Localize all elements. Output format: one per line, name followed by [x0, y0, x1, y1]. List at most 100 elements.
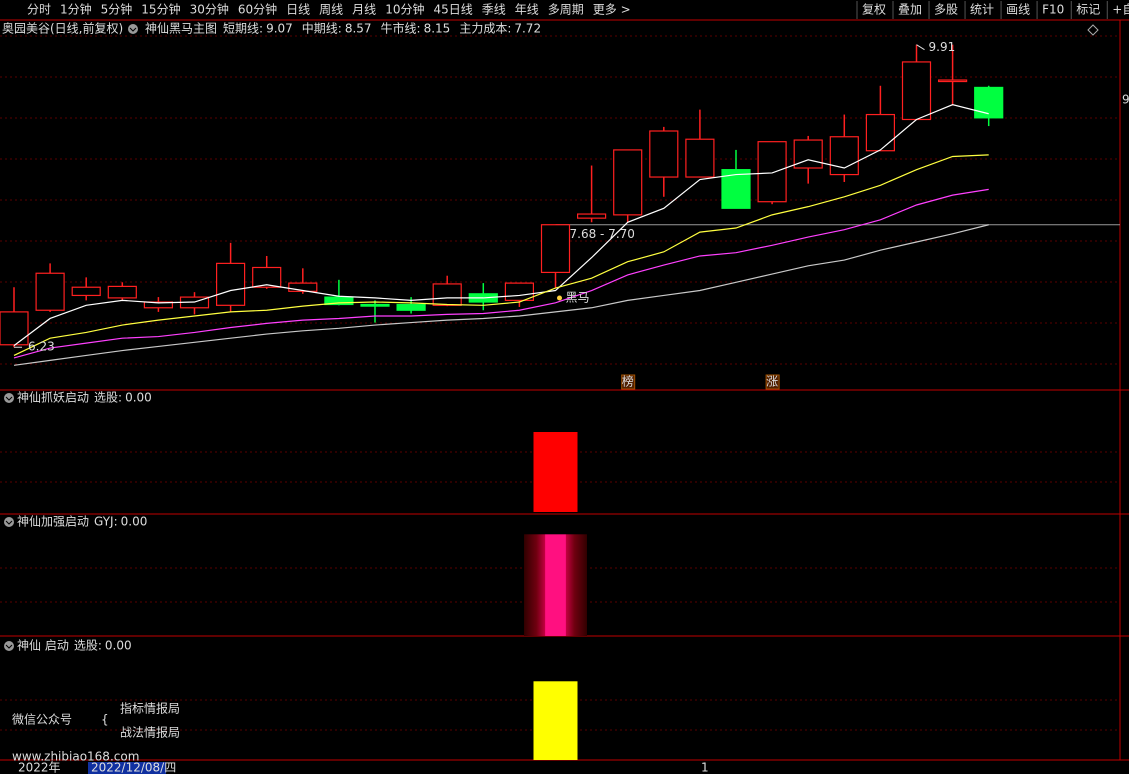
toolbar-tool[interactable]: 复权	[862, 3, 886, 17]
x-axis-year: 2022年	[18, 761, 61, 774]
annotation-label: 榜	[622, 374, 634, 389]
candle-body	[649, 130, 679, 178]
cost-zone-label: 7.68 - 7.70	[570, 227, 635, 241]
annotation-label: 黑马	[566, 291, 590, 305]
series-value: 8.57	[345, 22, 372, 36]
series-line	[13, 188, 989, 359]
panel-title: 神仙加强启动	[17, 515, 89, 529]
candle-body	[143, 301, 173, 309]
candle-body	[540, 224, 571, 274]
watermark-name: 战法情报局	[120, 725, 180, 740]
panel-menu-chevron	[5, 644, 13, 649]
indicator-name: 神仙黑马主图	[145, 22, 217, 36]
series-line	[13, 154, 989, 357]
annotation-label: 涨	[766, 374, 778, 389]
panel-menu-icon[interactable]	[4, 393, 14, 403]
candle-body	[324, 296, 354, 306]
candle-body	[35, 272, 65, 311]
series-value: 9.07	[266, 22, 293, 36]
toolbar-tab[interactable]: 更多 >	[593, 3, 631, 17]
low-label: 6.23	[28, 340, 55, 354]
cursor-date-box	[88, 762, 166, 774]
signal-bar	[533, 681, 578, 760]
candle-body	[252, 266, 282, 288]
toolbar-tab[interactable]: 45日线	[433, 3, 472, 17]
signal-bar	[524, 534, 587, 636]
toolbar-tab[interactable]: 年线	[515, 3, 539, 17]
candle-body	[901, 61, 932, 121]
watermark-brace: {	[101, 713, 109, 727]
toolbar-tab[interactable]: 分时	[27, 3, 51, 17]
diamond-icon[interactable]	[1087, 24, 1099, 36]
watermark-url: www.zhibiao168.com	[12, 750, 139, 764]
toolbar-tab[interactable]: 日线	[286, 3, 310, 17]
toolbar-tab[interactable]: 15分钟	[141, 2, 180, 17]
watermark-account: 微信公众号	[12, 713, 72, 727]
series-line	[13, 104, 989, 347]
candle-body	[432, 283, 462, 306]
panel-readout: 0.00	[125, 391, 152, 405]
indicator-menu-icon[interactable]	[128, 24, 138, 34]
candle-body	[107, 285, 137, 299]
toolbar-tool[interactable]: F10	[1042, 3, 1064, 17]
candle-body	[216, 262, 246, 306]
annotation-box	[765, 374, 780, 390]
toolbar-tab[interactable]: 30分钟	[190, 2, 229, 17]
toolbar-tool[interactable]: +自选	[1112, 3, 1129, 17]
signal-bar	[533, 432, 578, 512]
candle-body	[0, 311, 29, 346]
panel-menu-icon[interactable]	[4, 517, 14, 527]
toolbar-tab[interactable]: 5分钟	[101, 2, 133, 17]
panel-label: 选股:	[74, 639, 102, 653]
candle-body	[685, 138, 715, 178]
series-label: 中期线:	[302, 21, 342, 36]
toolbar-tool[interactable]: 叠加	[898, 3, 922, 17]
candle-body	[937, 79, 968, 83]
candle-body	[396, 303, 426, 311]
toolbar-tab[interactable]: 季线	[482, 3, 506, 17]
series-label: 主力成本:	[459, 22, 511, 36]
toolbar-tab[interactable]: 月线	[352, 3, 376, 17]
panel-menu-chevron	[5, 396, 13, 401]
candle-body	[974, 86, 1004, 119]
toolbar-tab[interactable]: 1分钟	[60, 2, 92, 17]
high-arrow	[916, 44, 925, 51]
series-label: 牛市线:	[381, 21, 421, 36]
panel-menu-icon[interactable]	[4, 641, 14, 651]
series-label: 短期线:	[223, 22, 263, 36]
panel-menu-chevron	[5, 520, 13, 525]
toolbar-tool[interactable]: 标记	[1076, 3, 1100, 17]
toolbar-tool[interactable]: 多股	[934, 3, 958, 17]
panel-label: 选股:	[94, 391, 122, 405]
candle-body	[613, 149, 643, 216]
toolbar-tab[interactable]: 60分钟	[238, 2, 277, 17]
toolbar-tab[interactable]: 多周期	[548, 3, 584, 17]
toolbar-tab[interactable]: 10分钟	[385, 2, 424, 17]
candle-body	[865, 113, 896, 152]
panel-label: GYJ:	[94, 515, 118, 529]
toolbar-tool[interactable]: 画线	[1006, 3, 1030, 17]
toolbar-tab[interactable]: 周线	[319, 3, 343, 17]
series-value: 8.15	[424, 22, 451, 36]
panel-title: 神仙 启动	[17, 639, 69, 653]
series-line	[13, 224, 989, 366]
candle-body	[757, 141, 787, 203]
edge-label: 9	[1122, 93, 1129, 107]
toolbar-tool[interactable]: 统计	[970, 3, 994, 17]
cursor-date: 2022/12/08/四	[91, 761, 176, 774]
high-label: 9.91	[929, 40, 956, 54]
candle-body	[576, 213, 607, 219]
panel-readout: 0.00	[121, 515, 148, 529]
candle-body	[829, 136, 859, 176]
candle-body	[360, 303, 390, 307]
indicator-menu-chevron	[129, 27, 137, 32]
panel-readout: 0.00	[105, 639, 132, 653]
stock-name: 奥园美谷(日线,前复权)	[2, 21, 123, 36]
annotation-dot	[557, 295, 562, 301]
candle-body	[71, 286, 101, 297]
panel-title: 神仙抓妖启动	[17, 391, 89, 405]
annotation-box	[621, 374, 636, 390]
watermark-name: 指标情报局	[120, 701, 180, 716]
